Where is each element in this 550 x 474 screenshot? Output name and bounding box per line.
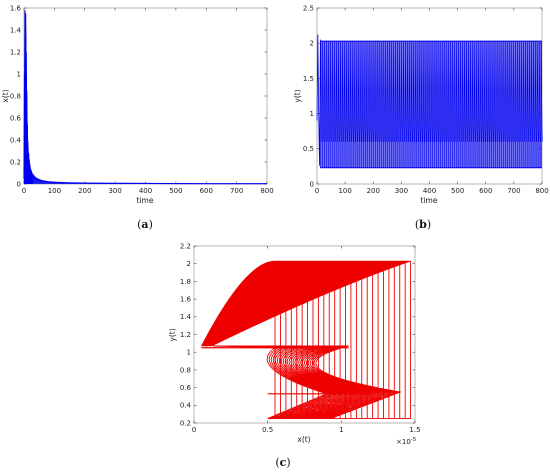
panel-a: 0 0.2 0.4 0.6 0.8 1 1.2 1.4 1.6 0 100 200 300 400 500…	[1, 4, 274, 231]
panel-c-x-label: x(t)	[297, 435, 310, 444]
panel-a-x-tick-label: 600	[200, 187, 213, 195]
panel-a-x-tick-label: 400	[139, 187, 152, 195]
panel-c-x-tick-label: 0.5	[262, 426, 273, 434]
panel-a-y-tick-label: 1.2	[10, 48, 21, 56]
panel-b-x-tick-label: 600	[479, 187, 492, 195]
panel-b-y-tick-label: 0.5	[303, 145, 314, 153]
panel-b-series	[316, 34, 543, 169]
panel-c-y-tick-label: 2	[187, 260, 191, 268]
panel-b-y-tick-label: 2.5	[303, 4, 314, 12]
panel-b-y-tick-label: 1.5	[303, 75, 314, 83]
panel-b-x-ticks: 0 100 200 300 400 500 600 700 800	[315, 8, 549, 195]
panel-b-x-tick-label: 200	[367, 187, 380, 195]
panel-a-y-tick-label: 0.8	[10, 92, 21, 100]
panel-c-y-tick-label: 0.6	[180, 384, 192, 392]
panel-a-y-tick-label: 0.2	[10, 158, 21, 166]
panel-a-x-tick-label: 800	[260, 187, 273, 195]
panel-c-y-tick-label: 2.2	[180, 242, 191, 250]
panel-a-x-ticks: 0 100 200 300 400 500 600 700 800	[22, 8, 274, 195]
panel-b-y-tick-label: 2	[310, 40, 314, 48]
panel-b-x-tick-label: 700	[507, 187, 520, 195]
panel-c-trajectory	[213, 261, 412, 420]
panel-c-caption: (c)	[275, 456, 290, 469]
panel-a-x-tick-label: 100	[48, 187, 61, 195]
panel-c-x-tick-label: 1	[339, 426, 343, 434]
panel-c-x-tick-label: 1.5	[409, 426, 420, 434]
panel-b-x-tick-label: 100	[338, 187, 351, 195]
panel-a-x-tick-label: 700	[230, 187, 243, 195]
panel-c-y-tick-label: 1	[187, 349, 191, 357]
panel-b-y-tick-label: 1	[310, 110, 314, 118]
panel-c: 0.2 0.4 0.6 0.8 1 1.2 1.4 1.6 1.8 2 2.2 0 0.5 1 1.5 x…	[168, 242, 421, 469]
panel-b-y-label: y(t)	[293, 89, 302, 102]
panel-c-x-ticks: 0 0.5 1 1.5	[192, 246, 421, 434]
panel-c-series	[200, 260, 412, 420]
panel-a-y-tick-label: 1.6	[10, 4, 22, 12]
panel-b-x-tick-label: 400	[423, 187, 436, 195]
panel-b-x-tick-label: 0	[315, 187, 319, 195]
panel-a-y-tick-label: 0.4	[10, 136, 22, 144]
panel-a-series	[23, 10, 267, 185]
panel-a-y-tick-label: 1.4	[10, 26, 22, 34]
panel-a-x-label: time	[137, 196, 154, 205]
panel-a-y-tick-label: 0	[17, 180, 21, 188]
panel-a-line	[23, 13, 267, 185]
panel-b-x-tick-label: 800	[535, 187, 548, 195]
panel-a-y-tick-label: 0.6	[10, 114, 22, 122]
panel-b-x-label: time	[421, 196, 438, 205]
panel-c-y-tick-label: 1.2	[180, 331, 191, 339]
panel-c-x-exponent: ×10-5	[396, 437, 417, 446]
panel-a-y-tick-label: 1	[17, 70, 21, 78]
panel-c-y-tick-label: 0.4	[180, 402, 192, 410]
panel-a-x-tick-label: 0	[22, 187, 26, 195]
panel-b-x-tick-label: 500	[451, 187, 464, 195]
panel-c-y-tick-label: 1.8	[180, 278, 191, 286]
panel-c-growth-region	[200, 260, 411, 347]
panel-c-x-tick-label: 0	[192, 426, 196, 434]
panel-b-x-tick-label: 300	[395, 187, 408, 195]
panel-a-plot-area	[23, 7, 268, 185]
panel-a-y-label: x(t)	[1, 89, 10, 102]
panel-a-x-tick-label: 300	[108, 187, 121, 195]
panel-b: 0 0.5 1 1.5 2 2.5 0 100 200 300 400 500 600 700 800 t…	[293, 4, 549, 231]
panel-a-x-tick-label: 500	[169, 187, 182, 195]
panel-a-x-tick-label: 200	[78, 187, 91, 195]
panel-b-y-tick-label: 0	[310, 180, 314, 188]
panel-b-caption: (b)	[415, 218, 431, 231]
panel-c-y-tick-label: 1.6	[180, 296, 192, 304]
panel-c-y-tick-label: 1.4	[180, 313, 192, 321]
panel-a-caption: (a)	[137, 218, 153, 231]
panel-c-y-label: y(t)	[168, 328, 177, 341]
panel-b-oscillation	[320, 41, 543, 168]
panel-b-transient	[316, 34, 321, 166]
panel-c-y-tick-label: 0.2	[180, 419, 191, 427]
panel-c-y-ticks: 0.2 0.4 0.6 0.8 1 1.2 1.4 1.6 1.8 2 2.2	[180, 242, 415, 427]
panel-c-y-tick-label: 0.8	[180, 366, 191, 374]
